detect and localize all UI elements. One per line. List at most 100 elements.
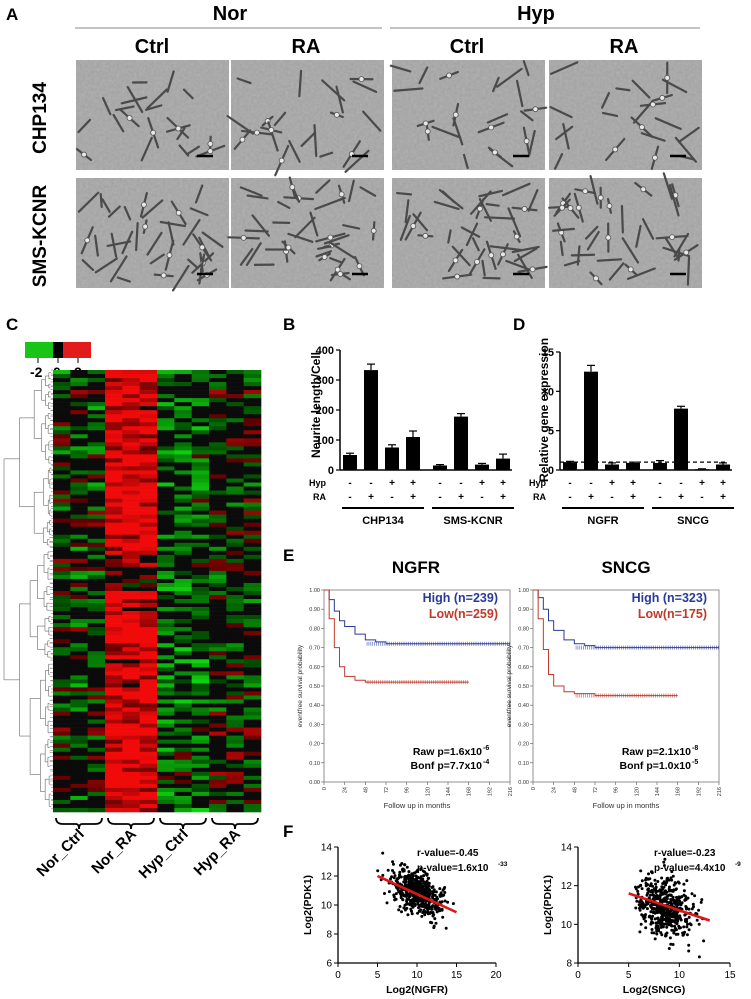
heatmap-cell xyxy=(226,402,244,407)
heatmap-cell xyxy=(191,498,210,503)
data-point xyxy=(634,906,638,910)
heatmap-cell xyxy=(122,715,140,720)
data-point xyxy=(697,955,701,959)
heatmap-cell xyxy=(70,711,88,716)
heatmap-cell xyxy=(87,402,106,407)
heatmap-cell xyxy=(139,462,158,467)
heatmap-cell xyxy=(157,526,175,532)
data-point xyxy=(663,899,667,903)
heatmap-cell xyxy=(243,486,262,491)
data-point xyxy=(423,870,427,874)
data-point xyxy=(383,892,386,895)
heatmap-cell xyxy=(87,374,106,379)
raw-p-exponent: -8 xyxy=(692,745,698,752)
heatmap-cell xyxy=(105,490,123,495)
cell-shape xyxy=(185,145,200,156)
heatmap-cell xyxy=(87,482,106,487)
y-tick-label: 14 xyxy=(321,843,333,854)
heatmap-cell xyxy=(105,743,123,749)
heatmap-cell xyxy=(70,538,88,544)
heatmap-cell xyxy=(226,458,244,463)
heatmap-cell xyxy=(226,627,244,632)
heatmap-cell xyxy=(139,410,158,415)
data-point xyxy=(430,907,434,911)
heatmap-cell xyxy=(226,494,244,499)
heatmap-cell xyxy=(157,659,175,664)
heatmap-cell xyxy=(122,458,140,463)
heatmap-cell xyxy=(87,470,106,475)
heatmap-cell xyxy=(122,490,140,495)
cell-shape xyxy=(393,87,424,92)
heatmap-cell xyxy=(122,675,140,680)
data-point xyxy=(669,894,673,897)
heatmap-cell xyxy=(122,406,140,411)
heatmap-cell xyxy=(53,554,71,560)
ra-sign: - xyxy=(438,492,441,503)
heatmap-cell xyxy=(243,647,262,652)
heatmap-cell xyxy=(174,723,192,728)
heatmap-cell xyxy=(174,743,192,749)
x-tick-label: 144 xyxy=(446,787,452,796)
heatmap-cell xyxy=(105,410,123,415)
data-point xyxy=(432,926,436,930)
data-point xyxy=(423,884,427,888)
heatmap-cell xyxy=(243,783,262,789)
heatmap-cell xyxy=(243,675,262,680)
heatmap-cell xyxy=(70,627,88,632)
heatmap-cell xyxy=(209,418,227,423)
heatmap-cell xyxy=(70,422,88,427)
data-point xyxy=(653,894,657,898)
heatmap-cell xyxy=(139,791,158,797)
heatmap-cell xyxy=(243,522,262,528)
heatmap-cell xyxy=(139,659,158,664)
heatmap-cell xyxy=(139,558,158,564)
heatmap-cell xyxy=(53,478,71,483)
data-point xyxy=(650,888,654,892)
heatmap-cell xyxy=(87,807,106,813)
heatmap-cell xyxy=(70,398,88,403)
data-point xyxy=(664,934,668,938)
cell-shape xyxy=(661,78,688,94)
heatmap-cell xyxy=(105,675,123,680)
heatmap-cell xyxy=(122,370,140,375)
heatmap-cell xyxy=(243,538,262,544)
heatmap-cell xyxy=(139,394,158,399)
heatmap-cell xyxy=(191,707,210,712)
data-point xyxy=(424,905,428,909)
heatmap-cell xyxy=(70,574,88,580)
data-point xyxy=(665,925,669,929)
data-point xyxy=(672,883,676,887)
heatmap-cell xyxy=(53,787,71,793)
heatmap-cell xyxy=(174,406,192,411)
heatmap-cell xyxy=(139,767,158,773)
heatmap-cell xyxy=(226,763,244,769)
heatmap-cell xyxy=(209,406,227,411)
cell-body xyxy=(278,157,285,164)
heatmap-cell xyxy=(53,759,71,765)
heatmap-cell xyxy=(209,494,227,499)
heatmap-cell xyxy=(174,623,192,628)
data-point xyxy=(661,914,665,917)
data-point xyxy=(695,918,699,922)
heatmap-cell xyxy=(157,707,175,712)
cell-shape xyxy=(329,257,343,264)
heatmap-cell xyxy=(191,655,210,660)
data-point xyxy=(674,910,678,914)
heatmap-cell xyxy=(70,382,88,387)
y-axis-label: eventfree survival probability xyxy=(506,644,513,727)
cell-shape xyxy=(116,276,131,283)
cell-shape xyxy=(182,88,194,100)
heatmap-cell xyxy=(174,586,192,592)
heatmap-cell xyxy=(243,558,262,564)
heatmap-cell xyxy=(243,723,262,728)
heatmap-cell xyxy=(122,687,140,692)
heatmap-cell xyxy=(157,607,175,612)
heatmap-cell xyxy=(174,446,192,451)
heatmap-cell xyxy=(243,582,262,588)
heatmap-cell xyxy=(122,599,140,604)
cell-shape xyxy=(110,232,118,258)
heatmap-cell xyxy=(209,731,227,736)
heatmap-cell xyxy=(174,546,192,552)
heatmap-cell xyxy=(70,534,88,540)
cell-shape xyxy=(496,67,523,88)
